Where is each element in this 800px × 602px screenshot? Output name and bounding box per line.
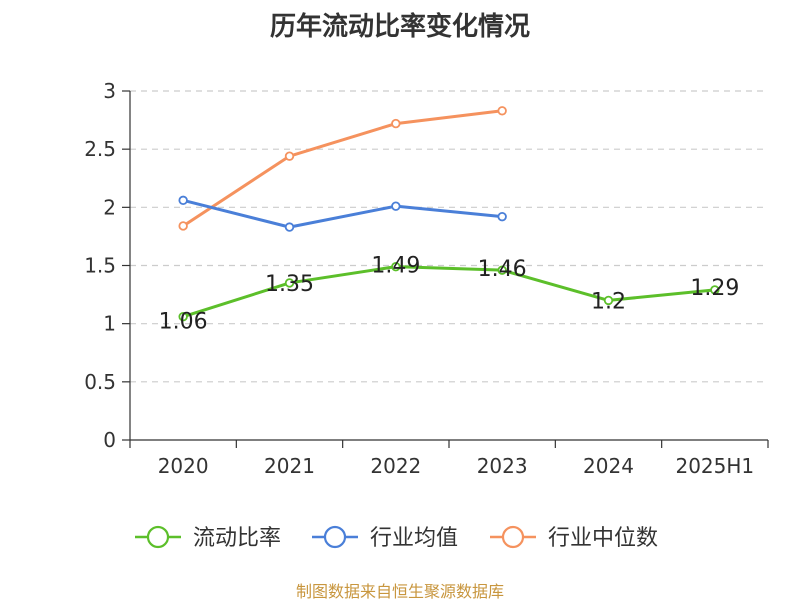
data-label: 1.35 [265,272,314,297]
series-lines [178,106,720,322]
legend-marker [146,525,170,549]
legend-item[interactable]: 行业均值 [312,525,458,551]
data-point [497,106,507,116]
series-line [182,198,503,229]
x-tick-label: 2022 [370,454,421,478]
series-line [182,109,503,228]
axes: 0 0.5 1 1.5 2 2.5 3 2020 2021 2022 2023 2024 2025H1 [84,79,769,478]
y-tick-label: 2.5 [84,137,116,161]
data-point [391,201,401,211]
data-point [284,222,295,232]
data-point [178,311,188,322]
x-tick-label: 2021 [264,454,315,478]
legend[interactable]: 流动比率 行业均值 行业中位数 [135,525,658,551]
data-point [497,265,507,275]
data-point [284,278,295,288]
y-tick-label: 1 [103,312,116,336]
legend-item[interactable]: 流动比率 [135,525,281,551]
data-label: 1.2 [591,289,626,314]
data-label: 1.06 [159,310,208,335]
data-point [391,118,401,129]
x-tick-label: 2020 [158,454,209,478]
data-point [391,261,401,272]
data-point [497,211,507,222]
data-point [178,195,188,206]
series-line [182,265,715,319]
data-labels: 1.06 1.35 1.49 1.46 1.2 1.29 [159,254,740,335]
data-label: 1.29 [690,276,739,301]
data-label: 1.49 [371,254,420,279]
x-tick-label: 2023 [477,454,528,478]
y-tick-label: 3 [103,79,116,103]
legend-item[interactable]: 行业中位数 [490,525,658,551]
x-tick-label: 2024 [583,454,634,478]
y-tick-label: 0.5 [84,370,116,394]
grid-lines [130,90,768,383]
x-tick-label: 2025H1 [675,454,754,478]
chart-title: 历年流动比率变化情况 [269,12,530,42]
legend-label: 行业均值 [370,526,458,551]
data-point [603,295,614,306]
data-label: 1.46 [478,257,527,282]
data-source-note: 制图数据来自恒生聚源数据库 [295,582,504,601]
y-tick-label: 0 [103,428,116,452]
legend-marker [323,525,347,549]
legend-marker [501,525,525,549]
data-point [178,221,188,231]
y-tick-label: 2 [103,195,116,219]
data-point [284,151,295,161]
legend-label: 行业中位数 [548,526,658,551]
y-tick-label: 1.5 [84,254,116,278]
data-point [710,285,720,295]
legend-label: 流动比率 [193,526,281,551]
